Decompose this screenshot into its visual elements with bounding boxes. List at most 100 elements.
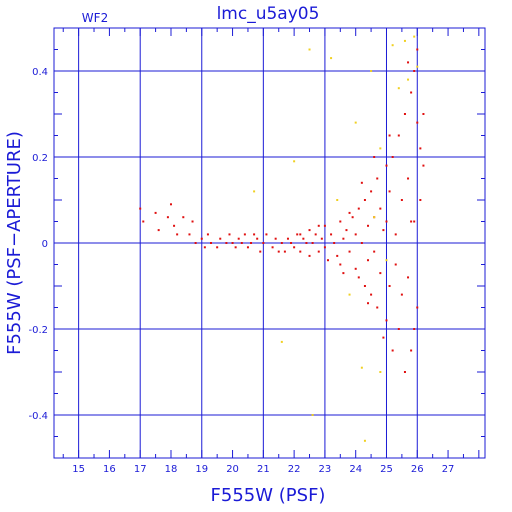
data-point xyxy=(305,242,308,244)
data-point xyxy=(348,293,351,296)
data-point xyxy=(237,237,240,240)
data-point xyxy=(336,254,339,257)
data-point xyxy=(280,340,283,343)
data-point xyxy=(169,203,172,206)
data-point xyxy=(283,250,286,253)
data-point xyxy=(385,259,388,262)
data-point xyxy=(360,242,363,244)
panel-label: WF2 xyxy=(82,11,108,25)
data-point xyxy=(253,233,256,236)
data-point xyxy=(280,242,283,244)
data-point xyxy=(376,306,379,309)
x-tick-label: 27 xyxy=(442,464,455,475)
data-point xyxy=(348,211,351,214)
data-point xyxy=(379,371,382,373)
x-tick-label: 17 xyxy=(134,464,147,475)
data-point xyxy=(422,113,425,115)
data-point xyxy=(419,199,422,201)
data-point xyxy=(290,242,293,244)
y-tick-label: 0.4 xyxy=(32,67,48,78)
x-tick-labels: 15 16 17 18 19 20 21 22 23 24 25 26 27 xyxy=(72,464,454,475)
data-point xyxy=(416,306,419,309)
y-tick-label: 0.2 xyxy=(32,153,48,164)
data-point xyxy=(348,250,351,253)
data-point xyxy=(400,199,403,201)
data-point xyxy=(323,246,326,249)
data-point xyxy=(253,190,256,193)
data-point xyxy=(388,285,391,287)
y-tick-label: -0.2 xyxy=(28,325,48,336)
x-tick-label: 26 xyxy=(411,464,424,475)
data-point xyxy=(330,57,333,60)
data-point xyxy=(323,224,326,227)
data-point xyxy=(259,250,262,253)
data-point xyxy=(231,242,234,244)
data-points xyxy=(139,35,425,442)
data-point xyxy=(407,276,410,279)
data-point xyxy=(416,121,419,124)
data-point xyxy=(379,272,382,275)
data-point xyxy=(173,224,176,227)
data-point xyxy=(142,220,145,223)
data-point xyxy=(410,220,413,223)
data-point xyxy=(376,177,379,180)
data-point xyxy=(397,328,400,330)
data-point xyxy=(410,349,413,352)
data-point xyxy=(166,216,169,219)
data-point xyxy=(363,439,366,442)
data-point xyxy=(407,177,410,180)
data-point xyxy=(354,233,357,236)
x-axis-label: F555W (PSF) xyxy=(211,485,326,506)
data-point xyxy=(154,211,157,214)
data-point xyxy=(299,250,302,253)
data-point xyxy=(320,237,323,240)
data-point xyxy=(299,233,302,236)
data-point xyxy=(277,250,280,253)
data-point xyxy=(394,263,397,266)
data-point xyxy=(308,254,311,257)
x-tick-label: 24 xyxy=(349,464,362,475)
data-point xyxy=(379,147,382,150)
data-point xyxy=(228,233,231,236)
data-point xyxy=(176,233,179,236)
data-point xyxy=(157,229,160,232)
data-point xyxy=(354,267,357,270)
data-point xyxy=(317,224,320,227)
data-point xyxy=(400,293,403,296)
data-point xyxy=(354,121,357,124)
data-point xyxy=(397,134,400,137)
data-point xyxy=(191,220,194,223)
data-point xyxy=(370,293,373,296)
data-point xyxy=(391,156,394,158)
data-point xyxy=(367,302,370,305)
data-point xyxy=(265,233,268,236)
data-point xyxy=(293,160,296,163)
plot-frame xyxy=(53,27,486,459)
data-point xyxy=(413,70,416,72)
data-point xyxy=(388,134,391,137)
data-point xyxy=(243,233,246,236)
x-tick-label: 16 xyxy=(103,464,116,475)
data-point xyxy=(225,242,228,244)
data-point xyxy=(373,216,376,219)
data-point xyxy=(385,164,388,167)
data-point xyxy=(403,371,406,373)
y-axis-label: F555W (PSF−APERTURE) xyxy=(4,131,25,355)
x-tick-label: 23 xyxy=(319,464,332,475)
x-tick-label: 22 xyxy=(288,464,301,475)
data-point xyxy=(370,70,373,72)
data-point xyxy=(388,190,391,193)
data-point xyxy=(206,233,209,236)
data-point xyxy=(234,246,237,249)
data-point xyxy=(210,242,213,244)
data-point xyxy=(139,207,142,210)
data-point xyxy=(360,181,363,184)
data-point xyxy=(363,285,366,287)
data-point xyxy=(333,242,336,244)
y-tick-label: -0.4 xyxy=(28,411,48,422)
data-point xyxy=(373,250,376,253)
data-point xyxy=(367,224,370,227)
data-point xyxy=(403,113,406,115)
data-point xyxy=(342,272,345,275)
